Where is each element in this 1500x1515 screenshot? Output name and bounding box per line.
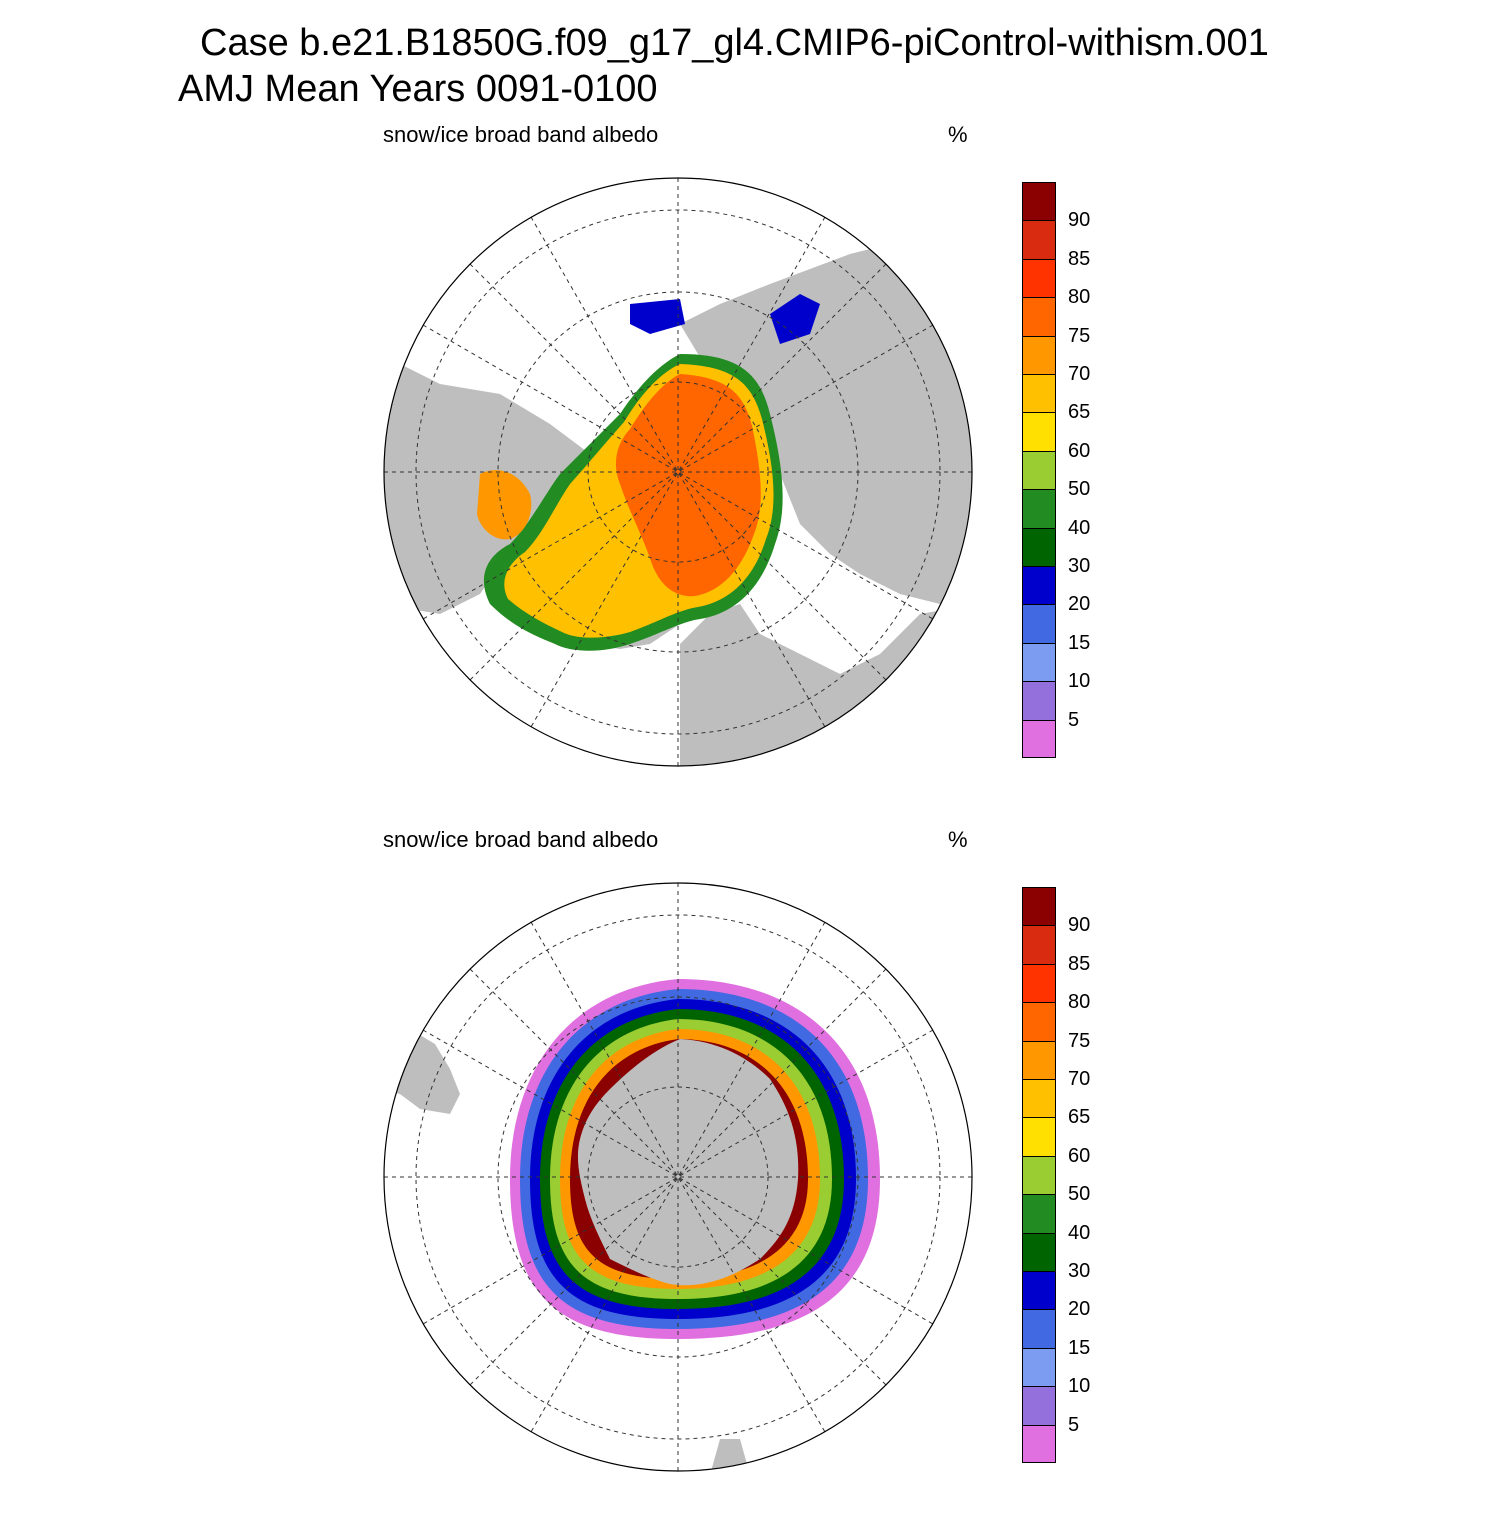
colorbar-tick: 65 xyxy=(1068,1106,1091,1129)
colorbar-box xyxy=(1022,1271,1056,1310)
colorbar-tick: 85 xyxy=(1068,247,1091,270)
figure-title-line1: Case b.e21.B1850G.f09_g17_gl4.CMIP6-piCo… xyxy=(200,22,1269,64)
land-siberia xyxy=(680,244,972,604)
sea-ice-bering xyxy=(630,299,685,334)
colorbar-tick: 10 xyxy=(1068,1375,1091,1398)
colorbar-box xyxy=(1022,1232,1056,1271)
colorbar-box xyxy=(1022,220,1056,259)
colorbar-tick: 40 xyxy=(1068,1221,1091,1244)
colorbar-box xyxy=(1022,963,1056,1003)
colorbar-tick: 30 xyxy=(1068,1260,1091,1282)
colorbar-box xyxy=(1022,258,1056,298)
colorbar-box xyxy=(1022,1309,1056,1348)
sea-ice-okhotsk xyxy=(770,294,820,344)
sea-ice-west-nh xyxy=(477,470,532,540)
colorbar-box xyxy=(1022,566,1056,605)
colorbar-tick: 90 xyxy=(1068,209,1091,232)
colorbar-tick: 15 xyxy=(1068,1336,1091,1359)
variable-label-north: snow/ice broad band albedo xyxy=(383,122,659,147)
colorbar-box xyxy=(1022,489,1056,528)
polar-map-south xyxy=(383,882,973,1472)
colorbar-box xyxy=(1022,1117,1056,1156)
colorbar-box xyxy=(1022,335,1056,374)
colorbar-box xyxy=(1022,1194,1056,1233)
colorbar-tick: 60 xyxy=(1068,439,1091,462)
colorbar-tick: 75 xyxy=(1068,1029,1091,1052)
colorbar-north: 90 85 80 75 70 65 60 50 40 30 20 15 10 5 xyxy=(1022,182,1142,758)
colorbar-south: 90 85 80 75 70 65 60 50 40 30 20 15 10 5 xyxy=(1022,887,1142,1463)
colorbar-box xyxy=(1022,887,1056,926)
units-label-south: % xyxy=(948,827,968,852)
figure-title-line2: AMJ Mean Years 0091-0100 xyxy=(178,68,658,110)
colorbar-box xyxy=(1022,1386,1056,1425)
map-border-north xyxy=(383,177,973,767)
panel-north: snow/ice broad band albedo % xyxy=(0,110,1500,810)
colorbar-box xyxy=(1022,412,1056,451)
colorbar-tick: 70 xyxy=(1068,1068,1091,1090)
colorbar-tick: 40 xyxy=(1068,516,1091,539)
colorbar-tick: 10 xyxy=(1068,670,1091,693)
colorbar-box xyxy=(1022,1155,1056,1195)
colorbar-box xyxy=(1022,1347,1056,1387)
map-border-south xyxy=(383,882,973,1472)
colorbar-tick: 65 xyxy=(1068,401,1091,424)
variable-label-south: snow/ice broad band albedo xyxy=(383,827,659,852)
colorbar-tick: 60 xyxy=(1068,1144,1091,1167)
colorbar-box xyxy=(1022,681,1056,720)
colorbar-box xyxy=(1022,527,1056,566)
colorbar-tick: 75 xyxy=(1068,324,1091,347)
sea-ice-core-nh xyxy=(615,374,761,597)
colorbar-box xyxy=(1022,1424,1056,1463)
panel-south: snow/ice broad band albedo % xyxy=(0,815,1500,1515)
polar-map-north xyxy=(383,177,973,767)
colorbar-box xyxy=(1022,1040,1056,1079)
colorbar-tick: 5 xyxy=(1068,708,1080,731)
colorbar-box xyxy=(1022,450,1056,490)
colorbar-box xyxy=(1022,374,1056,413)
colorbar-tick: 80 xyxy=(1068,286,1091,309)
land-scandinavia xyxy=(700,654,750,754)
colorbar-tick: 5 xyxy=(1068,1413,1080,1436)
colorbar-tick: 15 xyxy=(1068,631,1091,654)
colorbar-tick: 80 xyxy=(1068,991,1091,1014)
colorbar-tick: 90 xyxy=(1068,914,1091,937)
colorbar-box xyxy=(1022,1079,1056,1118)
land-antarctica xyxy=(577,1039,799,1286)
graticule-south xyxy=(384,883,972,1471)
colorbar-box xyxy=(1022,925,1056,964)
colorbar-box xyxy=(1022,1002,1056,1041)
graticule-north xyxy=(384,178,972,766)
colorbar-tick: 50 xyxy=(1068,1183,1091,1206)
colorbar-box xyxy=(1022,297,1056,336)
colorbar-tick: 85 xyxy=(1068,952,1091,975)
colorbar-tick: 30 xyxy=(1068,555,1091,577)
units-label-north: % xyxy=(948,122,968,147)
colorbar-box xyxy=(1022,719,1056,758)
colorbar-tick: 20 xyxy=(1068,593,1091,616)
colorbar-tick: 70 xyxy=(1068,363,1091,385)
colorbar-box xyxy=(1022,182,1056,221)
colorbar-tick: 50 xyxy=(1068,478,1091,501)
colorbar-box xyxy=(1022,642,1056,682)
colorbar-box xyxy=(1022,604,1056,643)
colorbar-tick: 20 xyxy=(1068,1298,1091,1321)
